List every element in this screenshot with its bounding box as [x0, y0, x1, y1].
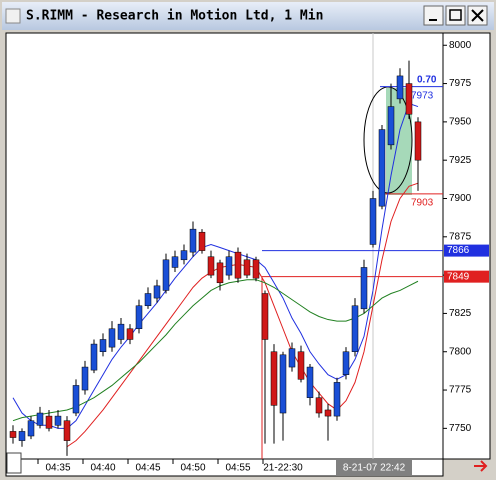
candle-body	[243, 259, 251, 276]
candle-body	[405, 83, 413, 115]
candle-body	[81, 366, 89, 391]
candle-body	[189, 228, 197, 253]
candle-body	[396, 75, 404, 100]
window-title: S.RIMM - Research in Motion Ltd, 1 Min	[26, 9, 323, 24]
candle-body	[144, 293, 152, 307]
title-bar	[2, 2, 494, 30]
price-tag	[444, 270, 489, 283]
candle-body	[342, 351, 350, 375]
candle-body	[207, 256, 215, 276]
candle-body	[414, 121, 422, 161]
candle-body	[279, 354, 287, 414]
candle-body	[360, 267, 368, 310]
y-tick-label: 7750	[449, 423, 472, 434]
candle-body	[162, 259, 170, 291]
candle-body	[108, 328, 116, 348]
price-tag-label: 7866	[447, 245, 470, 256]
plot-area	[5, 32, 444, 460]
moving-average	[12, 279, 419, 422]
y-tick-label: 7875	[449, 231, 472, 242]
y-tick-label: 8000	[449, 40, 472, 51]
maximize-button[interactable]	[445, 5, 466, 26]
candle-body	[324, 409, 332, 417]
candle-body	[126, 328, 134, 340]
scroll-arrow[interactable]	[474, 460, 488, 472]
scroll-box[interactable]	[6, 452, 22, 474]
time-axis	[5, 458, 444, 477]
candle-body	[261, 293, 269, 340]
candle-body	[378, 129, 386, 207]
candle-body	[225, 256, 233, 276]
y-tick-label: 7950	[449, 117, 472, 128]
y-tick-label: 7775	[449, 385, 472, 396]
cursor-label-box	[336, 460, 412, 475]
annotation: 0.70	[417, 74, 437, 85]
candle-body	[198, 231, 206, 251]
candle-body	[117, 323, 125, 340]
candle-body	[18, 431, 26, 441]
candle-body	[72, 385, 80, 414]
y-tick-label: 7900	[449, 193, 472, 204]
candle-body	[333, 382, 341, 417]
y-tick-label: 7975	[449, 78, 472, 89]
x-tick-label: 04:55	[225, 463, 250, 474]
alert-label: 7903	[411, 198, 434, 209]
candle-body	[270, 351, 278, 406]
candle-body	[54, 415, 62, 426]
candle-body	[27, 420, 35, 437]
moving-average	[12, 102, 419, 429]
close-icon	[471, 9, 484, 22]
candle-body	[153, 285, 161, 299]
cursor-label: 8-21-07 22:42	[343, 463, 406, 474]
window-buttons[interactable]	[423, 5, 488, 26]
y-tick-label: 7825	[449, 308, 472, 319]
candle-body	[180, 250, 188, 261]
minimize-button[interactable]	[423, 5, 444, 26]
price-tag	[444, 244, 489, 257]
candle-body	[351, 305, 359, 352]
candle-body	[234, 251, 242, 279]
x-tick-label: 04:45	[135, 463, 160, 474]
maximize-icon	[449, 9, 462, 21]
x-tick-label: 04:40	[90, 463, 115, 474]
x-tick-label: 04:35	[45, 463, 70, 474]
app-icon	[5, 8, 21, 24]
candle-body	[99, 339, 107, 352]
candle-body	[306, 366, 314, 398]
y-tick-label: 7925	[449, 155, 472, 166]
candle-body	[297, 351, 305, 380]
x-tick-label: 04:50	[180, 463, 205, 474]
candle-body	[45, 415, 53, 429]
candle-body	[9, 431, 17, 438]
candle-body	[63, 420, 71, 441]
candle-body	[36, 412, 44, 426]
candle-body	[252, 259, 260, 279]
candle-body	[369, 198, 377, 245]
candle-body	[135, 305, 143, 329]
y-tick-label: 7800	[449, 346, 472, 357]
alert-label: 7973	[411, 90, 434, 101]
candle-body	[288, 348, 296, 368]
candle-body	[216, 262, 224, 284]
x-tick-label: 21-22:30	[263, 463, 303, 474]
candle-body	[171, 256, 179, 268]
candle-body	[387, 106, 395, 146]
price-tag-label: 7849	[447, 271, 470, 282]
moving-average	[66, 182, 419, 448]
candle-body	[315, 397, 323, 414]
candle-body	[90, 343, 98, 371]
